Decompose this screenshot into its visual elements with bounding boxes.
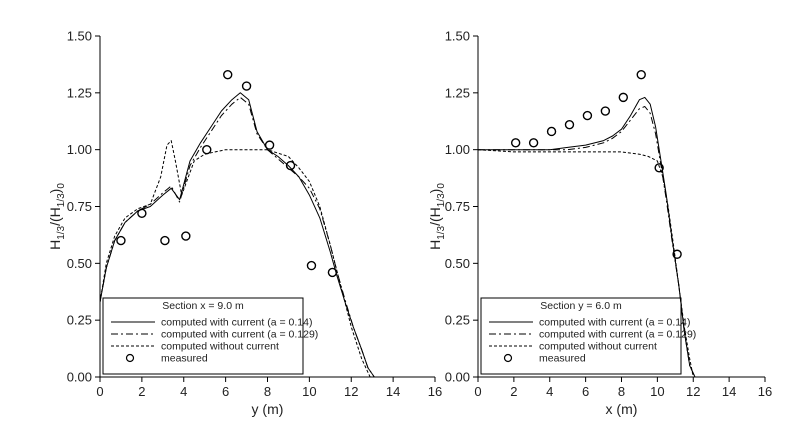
legend-label: computed with current (a = 0.129) — [539, 329, 696, 341]
measured-point — [582, 110, 593, 121]
x-tick-label: 10 — [302, 384, 316, 399]
measured-point — [600, 106, 611, 116]
measured-point — [285, 160, 296, 171]
legend-box — [480, 297, 682, 375]
x-axis-label: y (m) — [252, 401, 284, 417]
series-line-dashed — [477, 149, 694, 378]
y-tick-label: 1.25 — [67, 85, 92, 100]
measured-point — [306, 260, 317, 271]
measured-point — [160, 235, 170, 246]
series-line-dashdot — [478, 106, 696, 378]
legend-label: computed with current (a = 0.14) — [161, 317, 312, 329]
series-line-solid — [478, 96, 696, 378]
legend-label: measured — [539, 353, 586, 365]
measured-point — [137, 208, 147, 219]
y-tick-label: 1.00 — [67, 142, 92, 157]
legend-marker — [503, 353, 513, 363]
legend-box — [102, 297, 304, 375]
y-axis-label: H1/3/(H1/3)0 — [427, 183, 447, 250]
y-tick-label: 0.50 — [67, 256, 92, 271]
y-tick-label: 1.50 — [445, 29, 470, 44]
x-tick-label: 0 — [474, 384, 481, 399]
y-tick-label: 0.00 — [67, 370, 92, 385]
series-line-dashdot — [99, 96, 375, 378]
measured-point — [181, 231, 191, 241]
measured-point — [327, 267, 338, 278]
x-tick-label: 14 — [722, 384, 736, 399]
measured-point — [510, 138, 521, 148]
measured-point — [528, 138, 539, 148]
y-tick-label: 1.00 — [445, 142, 470, 157]
measured-point — [202, 144, 212, 155]
measured-point — [546, 126, 557, 137]
measured-point — [636, 69, 646, 80]
x-tick-label: 12 — [344, 384, 358, 399]
measured-point — [241, 81, 252, 91]
x-tick-label: 14 — [386, 384, 400, 399]
legend-label: computed without current — [161, 341, 279, 353]
y-tick-label: 0.75 — [445, 199, 470, 214]
chart-panel-1: 0.00 0.25 0.50 0.75 1.00 1.25 1.50 0 2 4 6 8 10 12 14 1… — [47, 29, 442, 418]
legend-label: computed with current (a = 0.14) — [539, 317, 690, 329]
measured-point — [654, 163, 664, 173]
y-tick-label: 1.25 — [445, 85, 470, 100]
y-tick-label: 0.00 — [445, 370, 470, 385]
y-tick-label: 0.50 — [445, 256, 470, 271]
y-tick-label: 0.25 — [445, 313, 470, 328]
legend-label: computed without current — [539, 341, 657, 353]
x-tick-label: 16 — [758, 384, 772, 399]
legend-marker — [125, 353, 135, 363]
x-axis-label: x (m) — [606, 401, 638, 417]
x-tick-label: 12 — [686, 384, 700, 399]
measured-point — [116, 235, 126, 246]
measured-point — [264, 140, 275, 150]
x-tick-label: 8 — [618, 384, 625, 399]
measured-point — [618, 92, 628, 103]
x-tick-label: 16 — [428, 384, 442, 399]
y-tick-label: 1.50 — [67, 29, 92, 44]
legend-title: Section x = 9.0 m — [162, 300, 244, 312]
chart-panel-2: 0.00 0.25 0.50 0.75 1.00 1.25 1.50 0 2 4 6 8 10 12 14 1… — [427, 29, 772, 418]
measured-point — [672, 249, 682, 259]
series-line-solid — [99, 92, 375, 378]
legend-label: computed with current (a = 0.129) — [161, 329, 318, 341]
x-tick-label: 6 — [582, 384, 589, 399]
measured-point — [564, 119, 575, 130]
x-tick-label: 2 — [138, 384, 145, 399]
y-axis-label: H1/3/(H1/3)0 — [47, 183, 67, 250]
y-tick-label: 0.75 — [67, 199, 92, 214]
x-tick-label: 8 — [264, 384, 271, 399]
x-tick-label: 2 — [510, 384, 517, 399]
x-tick-label: 6 — [222, 384, 229, 399]
x-tick-label: 10 — [650, 384, 664, 399]
x-tick-label: 4 — [180, 384, 187, 399]
x-tick-label: 4 — [546, 384, 553, 399]
y-tick-label: 0.25 — [67, 313, 92, 328]
measured-point — [223, 69, 233, 80]
x-tick-label: 0 — [96, 384, 103, 399]
legend-label: measured — [161, 353, 208, 365]
legend-title: Section y = 6.0 m — [540, 300, 622, 312]
